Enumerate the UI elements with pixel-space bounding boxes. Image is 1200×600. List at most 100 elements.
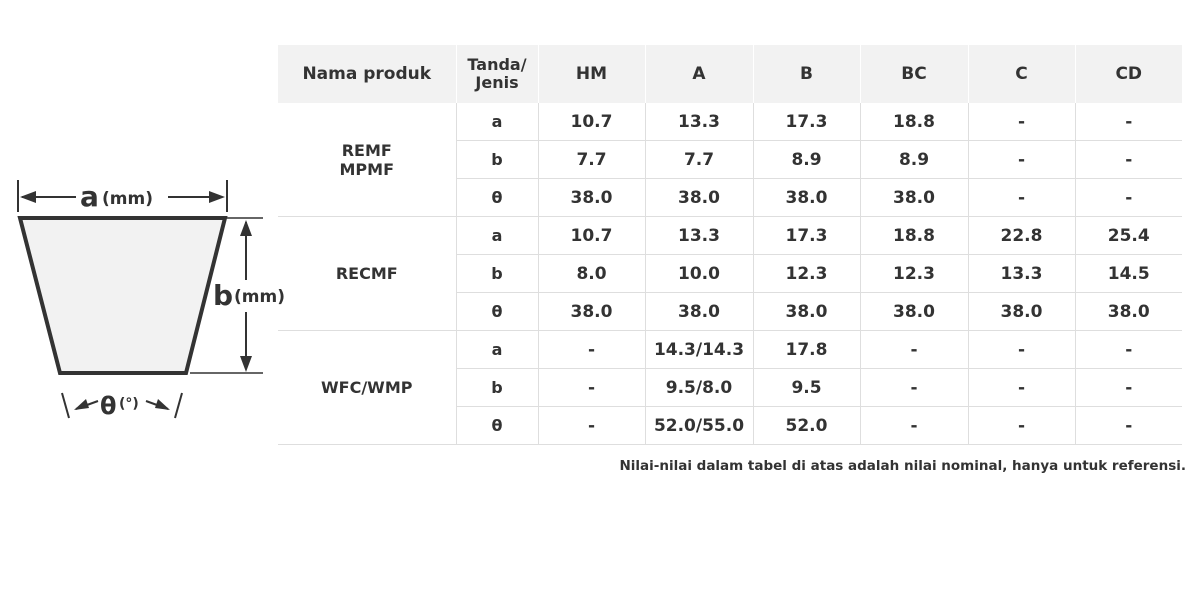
value-cell: - xyxy=(1074,330,1182,369)
header-mark-type: Tanda/ Jenis xyxy=(455,45,538,103)
header-cd: CD xyxy=(1074,45,1182,103)
value-cell: 10.0 xyxy=(644,254,753,293)
value-cell: - xyxy=(1074,178,1182,217)
value-cell: 17.3 xyxy=(752,216,860,255)
table-row: b 7.7 7.7 8.9 8.9- - xyxy=(278,140,1182,179)
header-product-name: Nama produk xyxy=(278,45,456,103)
dim-a-arrow-right xyxy=(209,191,225,203)
value-cell: 9.5 xyxy=(752,368,860,407)
mark-cell: b xyxy=(455,368,538,407)
dim-a-arrow-left xyxy=(20,191,36,203)
dim-b-arrow-top xyxy=(240,220,252,236)
value-cell: 38.0 xyxy=(859,292,968,331)
dim-theta-unit: (°) xyxy=(119,396,139,412)
dim-theta-label: θ xyxy=(100,392,117,420)
value-cell: - xyxy=(859,368,968,407)
dim-theta-right-tick xyxy=(174,392,183,419)
value-cell: 7.7 xyxy=(537,140,645,179)
table-row: WFC/WMP a -14.3/14.3 17.8- - - xyxy=(278,330,1182,445)
mark-cell: θ xyxy=(455,178,538,217)
value-cell: 38.0 xyxy=(1074,292,1182,331)
value-cell: - xyxy=(537,330,645,369)
value-cell: 8.9 xyxy=(859,140,968,179)
product-name-cell: REMF MPMF xyxy=(339,140,395,179)
value-cell: 13.3 xyxy=(644,103,753,141)
mark-cell: θ xyxy=(455,406,538,445)
value-cell: 7.7 xyxy=(644,140,753,179)
value-cell: 52.0 xyxy=(752,406,860,445)
table-header-row: Nama produk Tanda/ Jenis HM A B BC C CD xyxy=(278,45,1182,103)
dim-theta-left-tick xyxy=(61,392,70,419)
value-cell: - xyxy=(967,178,1075,217)
v-belt-cross-section-diagram: a (mm) b (mm) θ (°) xyxy=(17,180,285,420)
header-a: A xyxy=(644,45,753,103)
header-b: B xyxy=(752,45,860,103)
value-cell: 25.4 xyxy=(1074,216,1182,255)
value-cell: - xyxy=(1074,406,1182,445)
dim-a-unit: (mm) xyxy=(102,189,153,209)
table-row: RECMF a 10.7 13.3 17.3 18.8 22.8 25.4 xyxy=(278,216,1182,331)
table-row: θ -52.0/55.0 52.0- - - xyxy=(278,406,1182,445)
value-cell: 18.8 xyxy=(859,103,968,141)
value-cell: - xyxy=(537,406,645,445)
value-cell: - xyxy=(967,330,1075,369)
reference-note: Nilai-nilai dalam tabel di atas adalah n… xyxy=(619,458,1186,474)
value-cell: 38.0 xyxy=(752,292,860,331)
value-cell: 14.3/14.3 xyxy=(644,330,753,369)
value-cell: 9.5/8.0 xyxy=(644,368,753,407)
value-cell: 38.0 xyxy=(859,178,968,217)
header-c: C xyxy=(967,45,1075,103)
mark-cell: a xyxy=(455,330,538,369)
product-name-cell: WFC/WMP xyxy=(278,330,456,445)
value-cell: - xyxy=(859,330,968,369)
value-cell: 38.0 xyxy=(644,178,753,217)
value-cell: - xyxy=(1074,368,1182,407)
header-hm: HM xyxy=(537,45,645,103)
value-cell: 38.0 xyxy=(537,292,645,331)
dim-b-unit: (mm) xyxy=(234,287,285,307)
value-cell: - xyxy=(537,368,645,407)
value-cell: - xyxy=(1074,140,1182,179)
table-row: b -9.5/8.0 9.5- - - xyxy=(278,368,1182,407)
belt-dimension-table: Nama produk Tanda/ Jenis HM A B BC C CD … xyxy=(278,45,1182,445)
dim-theta-arrow-left xyxy=(74,399,89,410)
header-bc: BC xyxy=(859,45,968,103)
value-cell: 22.8 xyxy=(967,216,1075,255)
value-cell: 38.0 xyxy=(644,292,753,331)
table-row: b 8.0 10.0 12.3 12.3 13.3 14.5 xyxy=(278,254,1182,293)
value-cell: 17.3 xyxy=(752,103,860,141)
value-cell: - xyxy=(1074,103,1182,141)
mark-cell: b xyxy=(455,254,538,293)
value-cell: - xyxy=(859,406,968,445)
value-cell: - xyxy=(967,103,1075,141)
value-cell: 38.0 xyxy=(967,292,1075,331)
dim-b-label: b xyxy=(213,279,233,312)
value-cell: 14.5 xyxy=(1074,254,1182,293)
mark-cell: b xyxy=(455,140,538,179)
table-row: θ 38.0 38.0 38.0 38.0 38.0 38.0 xyxy=(278,292,1182,331)
mark-cell: a xyxy=(455,103,538,141)
belt-trapezoid xyxy=(17,216,228,375)
value-cell: 8.9 xyxy=(752,140,860,179)
value-cell: - xyxy=(967,406,1075,445)
value-cell: 18.8 xyxy=(859,216,968,255)
table-row: REMF MPMF a 10.7 13.3 17.3 18.8- - xyxy=(278,103,1182,178)
value-cell: 52.0/55.0 xyxy=(644,406,753,445)
dim-a-label: a xyxy=(80,180,99,213)
value-cell: 10.7 xyxy=(537,216,645,255)
mark-cell: a xyxy=(455,216,538,255)
value-cell: 13.3 xyxy=(644,216,753,255)
value-cell: 10.7 xyxy=(537,103,645,141)
value-cell: 13.3 xyxy=(967,254,1075,293)
value-cell: 12.3 xyxy=(752,254,860,293)
dim-theta-arrow-right xyxy=(155,399,170,410)
value-cell: 38.0 xyxy=(537,178,645,217)
value-cell: - xyxy=(967,368,1075,407)
value-cell: 8.0 xyxy=(537,254,645,293)
table-row: θ 38.0 38.0 38.0 38.0- - xyxy=(278,178,1182,217)
mark-cell: θ xyxy=(455,292,538,331)
value-cell: - xyxy=(967,140,1075,179)
value-cell: 38.0 xyxy=(752,178,860,217)
product-name-cell: RECMF xyxy=(278,216,456,331)
value-cell: 12.3 xyxy=(859,254,968,293)
